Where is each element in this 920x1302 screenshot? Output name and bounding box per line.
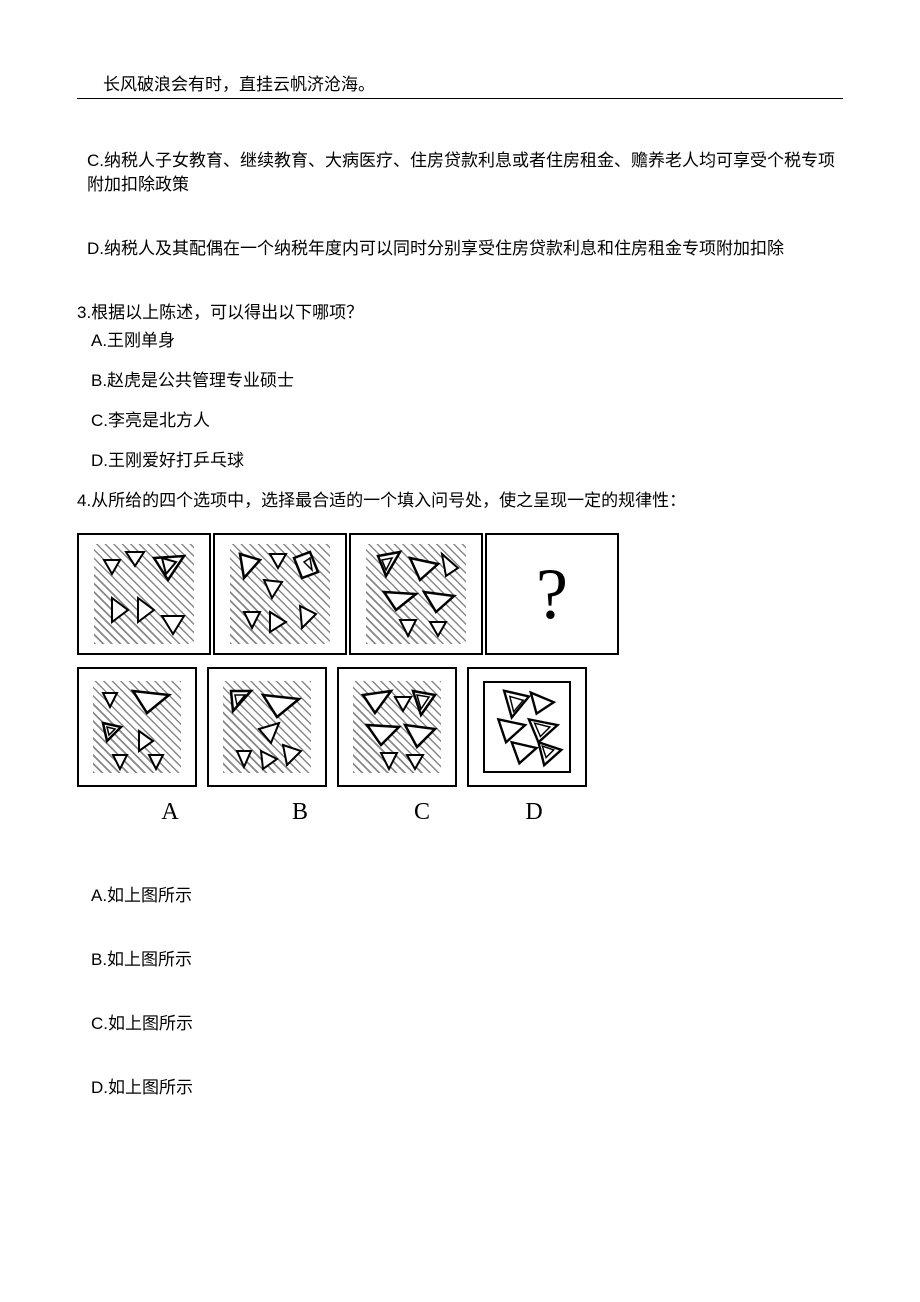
figure-bottom-row <box>77 667 843 787</box>
q4-option-c: C.如上图所示 <box>77 1012 843 1036</box>
header-underline <box>77 98 843 99</box>
panel-option-a <box>77 667 197 787</box>
prev-option-c: C.纳税人子女教育、继续教育、大病医疗、住房贷款利息或者住房租金、赡养老人均可享… <box>77 149 843 197</box>
q3-option-a: A.王刚单身 <box>77 329 843 353</box>
q4-option-a: A.如上图所示 <box>77 884 843 908</box>
panel-option-d <box>467 667 587 787</box>
panel-option-c <box>337 667 457 787</box>
figure-top-row: ? <box>77 533 843 655</box>
q4-stem: 4.从所给的四个选项中，选择最合适的一个填入问号处，使之呈现一定的规律性： <box>77 489 843 513</box>
panel-seq-1 <box>77 533 211 655</box>
panel-seq-2 <box>213 533 347 655</box>
q4-option-d: D.如上图所示 <box>77 1076 843 1100</box>
label-c: C <box>365 799 479 826</box>
panel-seq-3 <box>349 533 483 655</box>
label-a: A <box>105 799 235 826</box>
q4-option-b: B.如上图所示 <box>77 948 843 972</box>
label-b: B <box>235 799 365 826</box>
q3-stem: 3.根据以上陈述，可以得出以下哪项？ <box>77 301 843 325</box>
prev-option-d: D.纳税人及其配偶在一个纳税年度内可以同时分别享受住房贷款利息和住房租金专项附加… <box>77 237 843 261</box>
question-mark-icon: ? <box>536 553 568 636</box>
panel-option-b <box>207 667 327 787</box>
label-d: D <box>479 799 589 826</box>
q3-option-b: B.赵虎是公共管理专业硕士 <box>77 369 843 393</box>
panel-seq-question: ? <box>485 533 619 655</box>
header-quote: 长风破浪会有时，直挂云帆济沧海。 <box>77 70 843 95</box>
q3-option-c: C.李亮是北方人 <box>77 409 843 433</box>
q3-option-d: D.王刚爱好打乒乓球 <box>77 449 843 473</box>
figure-labels: A B C D <box>105 799 843 826</box>
q4-figure: ? <box>77 533 843 826</box>
